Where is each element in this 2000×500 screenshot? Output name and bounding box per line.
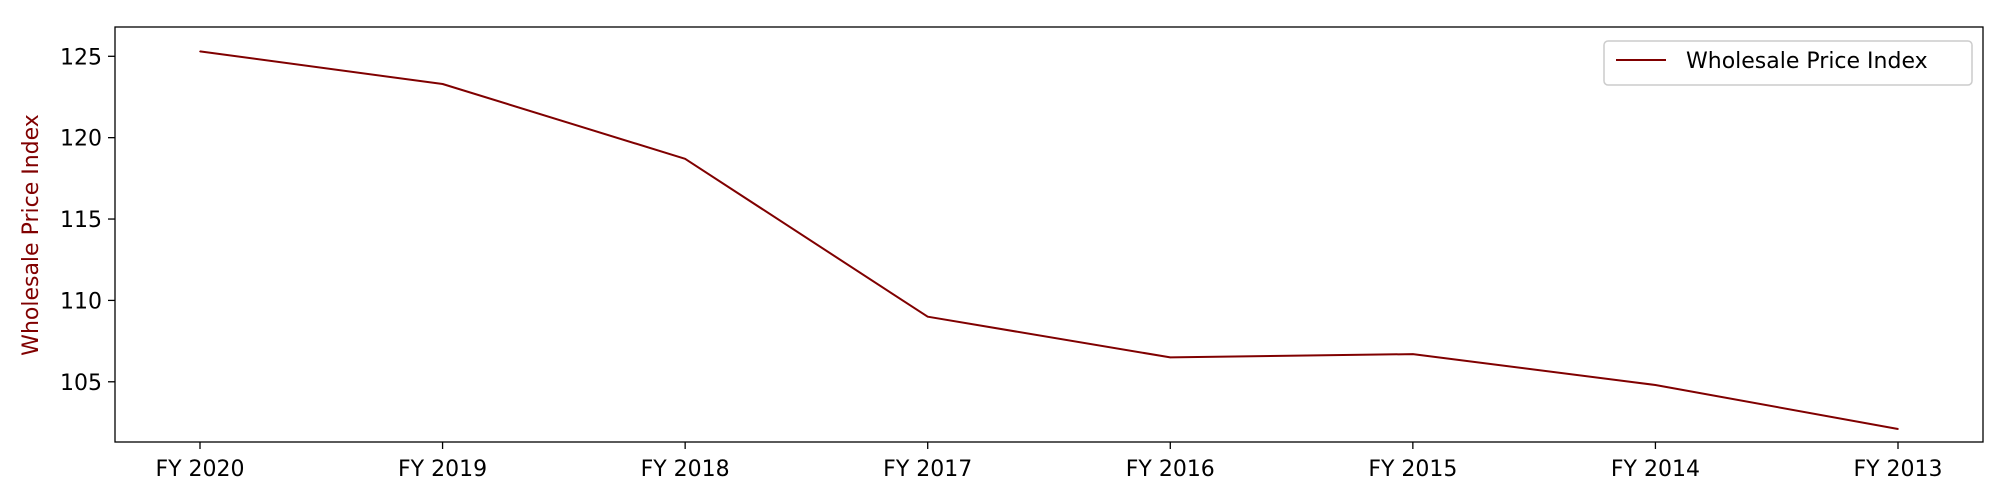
x-tick-label: FY 2019 xyxy=(398,457,487,482)
data-point xyxy=(441,83,444,85)
x-tick-label: FY 2013 xyxy=(1853,457,1942,482)
x-tick-label: FY 2014 xyxy=(1611,457,1700,482)
legend-box xyxy=(1603,40,1973,86)
y-tick-label: 105 xyxy=(60,371,102,396)
x-tick-label: FY 2018 xyxy=(641,457,730,482)
legend: Wholesale Price Index xyxy=(1603,40,1973,86)
data-point xyxy=(199,50,201,53)
y-tick-label: 125 xyxy=(60,45,102,70)
x-tick-label: FY 2020 xyxy=(155,457,244,482)
data-point xyxy=(1897,428,1899,430)
data-point xyxy=(1169,356,1172,359)
series-line-wholesale-price-index xyxy=(199,50,1899,430)
plot-frame xyxy=(114,26,1984,443)
x-tick-label: FY 2016 xyxy=(1126,457,1215,482)
x-tick-label: FY 2017 xyxy=(883,457,972,482)
legend-label: Wholesale Price Index xyxy=(1686,49,1928,74)
plot-area: 105 110 115 120 125 FY 2020 FY 2019 FY 2018 FY 2… xyxy=(60,26,1984,482)
y-tick-label: 115 xyxy=(60,208,102,233)
y-axis-label: Wholesale Price Index xyxy=(19,114,44,356)
data-point xyxy=(684,158,686,160)
x-tick-label: FY 2015 xyxy=(1368,457,1457,482)
data-point xyxy=(1654,384,1657,386)
y-tick-label: 110 xyxy=(60,289,102,314)
data-point xyxy=(926,315,929,318)
data-point xyxy=(1412,353,1414,355)
y-tick-label: 120 xyxy=(60,127,102,152)
